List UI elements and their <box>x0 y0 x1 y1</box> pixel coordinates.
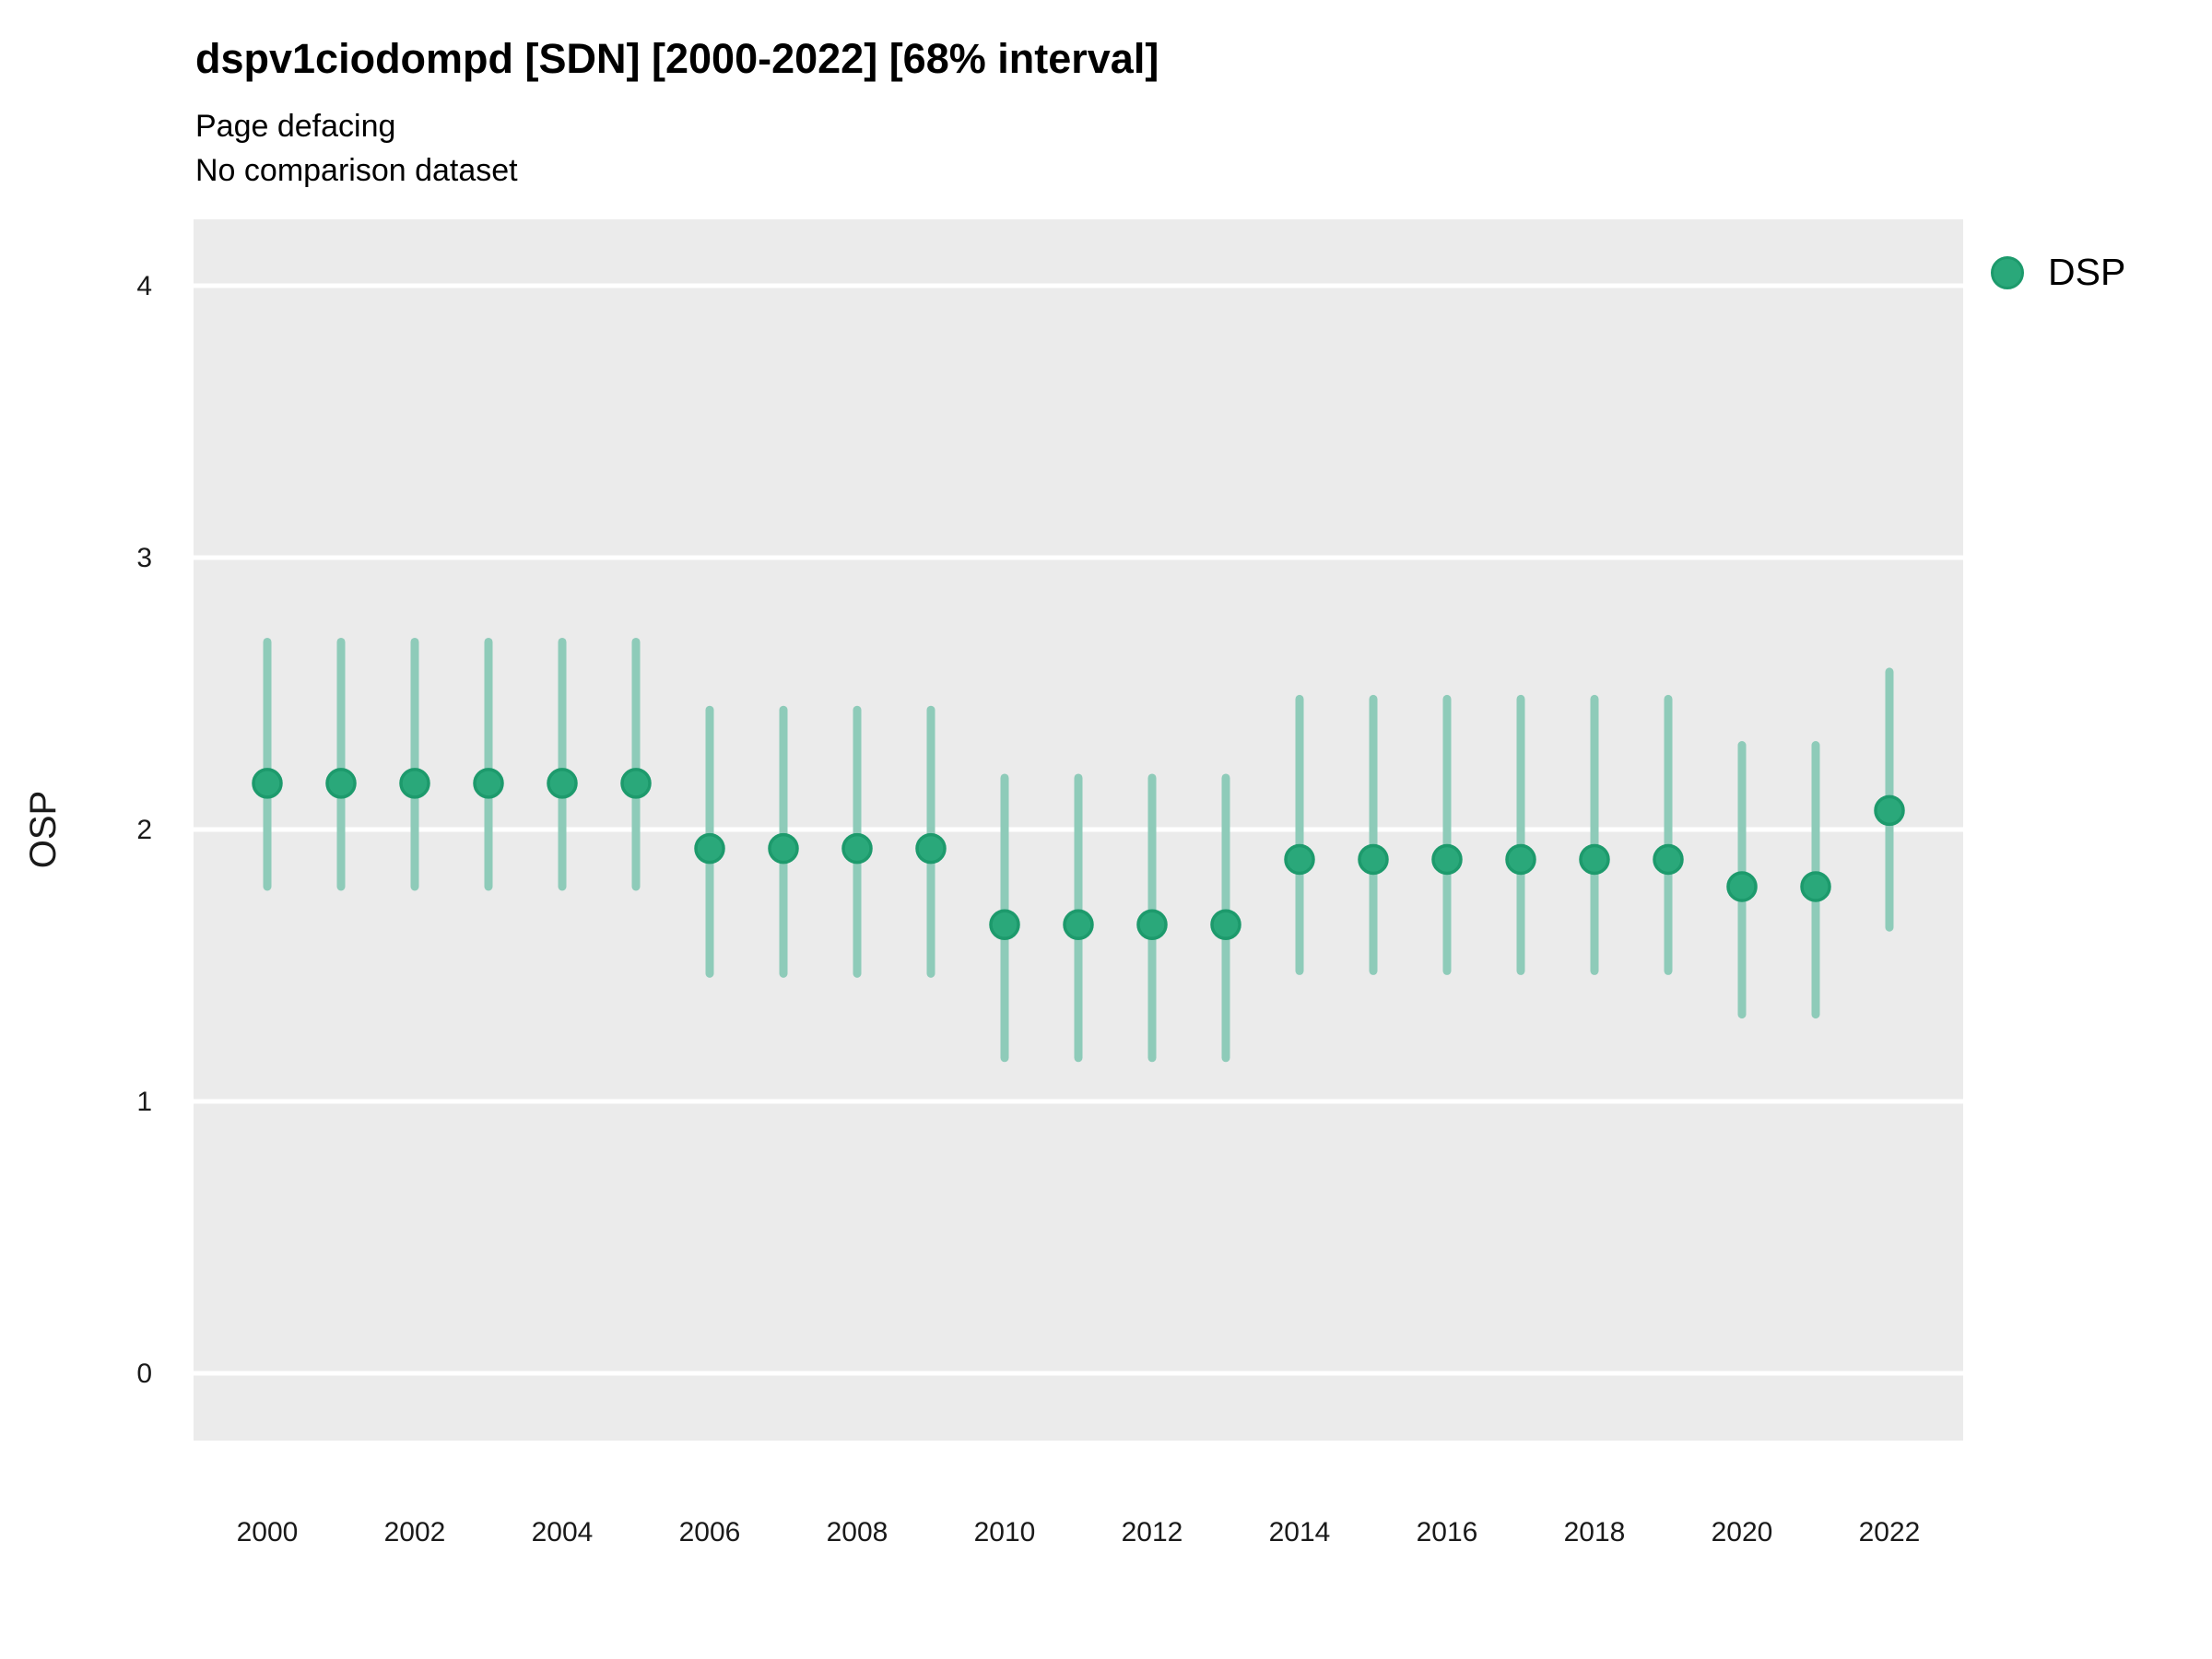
legend-label: DSP <box>2048 251 2126 293</box>
x-tick-label-2010: 2010 <box>974 1517 1036 1547</box>
data-point-2009 <box>915 832 947 865</box>
x-tick-label-2006: 2006 <box>679 1517 741 1547</box>
x-tick-label-2020: 2020 <box>1712 1517 1773 1547</box>
data-point-2020 <box>1726 871 1758 902</box>
x-tick-label-2002: 2002 <box>384 1517 446 1547</box>
data-point-2019 <box>1653 843 1684 876</box>
data-point-2006 <box>694 832 725 865</box>
legend: DSP <box>1991 251 2125 294</box>
data-point-2012 <box>1136 909 1168 940</box>
x-tick-label-2018: 2018 <box>1564 1517 1626 1547</box>
y-axis-title: OSP <box>23 791 64 868</box>
x-tick-label-2012: 2012 <box>1122 1517 1183 1547</box>
data-point-2008 <box>841 832 873 865</box>
chart-title: dspv1ciodompd [SDN] [2000-2022] [68% int… <box>195 35 1159 82</box>
data-point-2000 <box>252 768 283 799</box>
chart-note: No comparison dataset <box>195 153 518 188</box>
x-tick-label-2000: 2000 <box>237 1517 299 1547</box>
data-point-2007 <box>768 832 799 865</box>
y-tick-label-1: 1 <box>136 1087 152 1117</box>
x-tick-label-2022: 2022 <box>1859 1517 1921 1547</box>
data-point-2002 <box>399 768 430 799</box>
data-point-2022 <box>1874 794 1905 827</box>
y-tick-label-3: 3 <box>136 543 152 573</box>
x-tick-label-2004: 2004 <box>532 1517 594 1547</box>
data-point-2014 <box>1284 843 1315 876</box>
data-point-2016 <box>1431 843 1463 876</box>
data-point-2017 <box>1505 843 1536 876</box>
data-point-2005 <box>620 768 652 799</box>
x-tick-label-2016: 2016 <box>1417 1517 1478 1547</box>
legend-dot-icon <box>1991 255 2024 289</box>
y-tick-label-0: 0 <box>136 1359 152 1389</box>
data-point-2001 <box>325 768 357 799</box>
y-tick-label-4: 4 <box>136 271 152 301</box>
data-point-2004 <box>547 768 578 799</box>
data-point-2015 <box>1358 843 1389 876</box>
chart-subtitle: Page defacing <box>195 109 396 144</box>
x-tick-label-2014: 2014 <box>1269 1517 1331 1547</box>
data-point-2003 <box>473 768 504 799</box>
x-tick-label-2008: 2008 <box>827 1517 888 1547</box>
data-point-2010 <box>989 909 1020 940</box>
data-point-2011 <box>1063 909 1094 940</box>
data-point-2018 <box>1579 843 1610 876</box>
data-point-2021 <box>1800 871 1831 902</box>
y-tick-label-2: 2 <box>136 815 152 845</box>
data-point-2013 <box>1210 909 1241 940</box>
